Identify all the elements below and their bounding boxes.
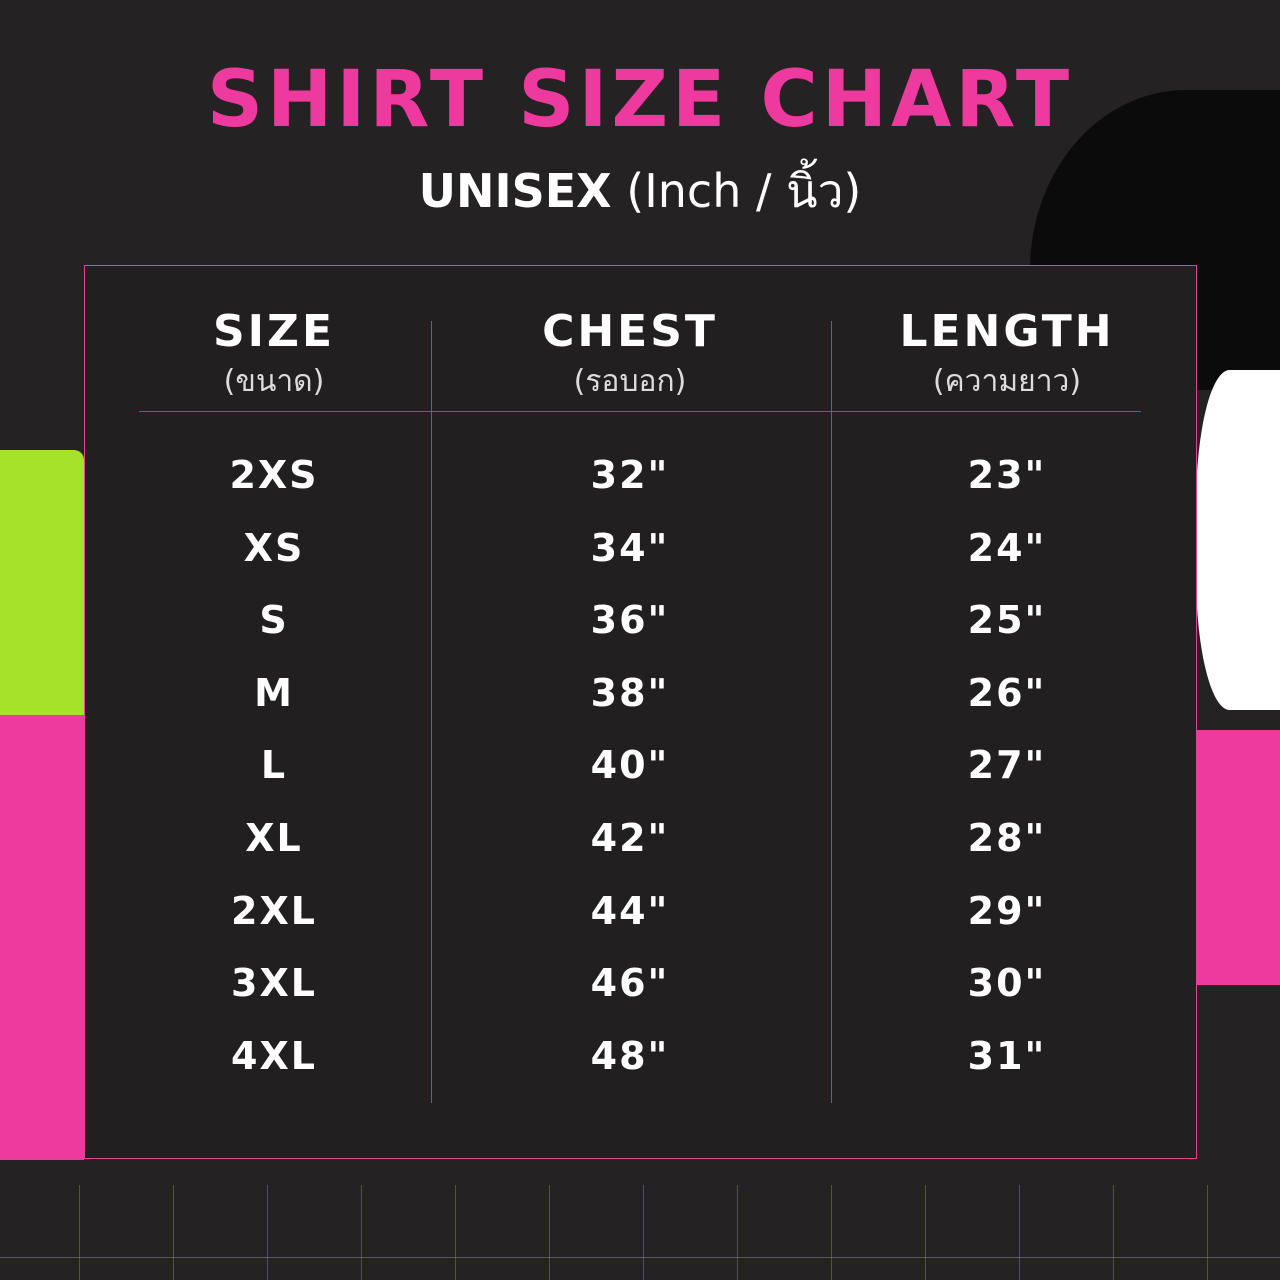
column-header: LENGTH xyxy=(899,306,1115,357)
column-header: CHEST xyxy=(542,306,718,357)
subtitle-unit: (Inch / นิ้ว) xyxy=(626,164,862,218)
chest-cell: 32" xyxy=(590,453,670,497)
chest-cell: 42" xyxy=(590,816,670,860)
size-cell: S xyxy=(259,598,289,643)
chest-cell: 40" xyxy=(590,743,670,788)
lime-pattern-decoration xyxy=(0,450,84,720)
column-header: SIZE xyxy=(212,306,336,357)
column-subheader: (ความยาว) xyxy=(932,364,1082,399)
column-divider xyxy=(431,321,432,1103)
pink-pattern-decoration-right xyxy=(1196,730,1280,985)
size-cell: XS xyxy=(243,525,305,570)
length-cell: 25" xyxy=(967,598,1047,643)
size-cell: L xyxy=(260,743,288,788)
column-subheader: (รอบอก) xyxy=(573,364,687,399)
page-title: SHIRT SIZE CHART xyxy=(206,55,1074,145)
chest-cell: 44" xyxy=(590,888,670,933)
length-cell: 23" xyxy=(967,453,1047,497)
chest-cell: 38" xyxy=(590,670,670,715)
grid-line xyxy=(0,1257,1280,1258)
column-divider xyxy=(831,321,832,1103)
chest-cell: 36" xyxy=(590,598,670,643)
size-cell: M xyxy=(254,670,294,715)
length-cell: 31" xyxy=(967,1033,1047,1078)
size-cell: 4XL xyxy=(231,1033,317,1078)
size-cell: 3XL xyxy=(231,961,317,1006)
subtitle-main: UNISEX xyxy=(418,164,612,218)
chest-cell: 34" xyxy=(590,525,670,570)
length-cell: 27" xyxy=(967,743,1047,788)
length-cell: 24" xyxy=(967,525,1047,570)
column-subheader: (ขนาด) xyxy=(223,364,325,399)
length-cell: 30" xyxy=(967,961,1047,1006)
header-divider xyxy=(139,411,1141,412)
length-cell: 28" xyxy=(967,816,1047,860)
length-cell: 26" xyxy=(967,670,1047,715)
size-cell: 2XS xyxy=(229,453,319,497)
chest-cell: 48" xyxy=(590,1033,670,1078)
white-shape-decoration xyxy=(1196,370,1280,710)
background-grid xyxy=(0,1185,1280,1280)
chest-cell: 46" xyxy=(590,961,670,1006)
length-cell: 29" xyxy=(967,888,1047,933)
pink-pattern-decoration xyxy=(0,715,84,1160)
size-table: SIZE (ขนาด) 2XS XS S M L XL 2XL 3XL 4XL CHEST (รอบอก… xyxy=(84,265,1197,1159)
size-cell: 2XL xyxy=(231,888,317,933)
subtitle: UNISEX (Inch / นิ้ว) xyxy=(0,155,1280,228)
size-cell: XL xyxy=(245,816,303,860)
